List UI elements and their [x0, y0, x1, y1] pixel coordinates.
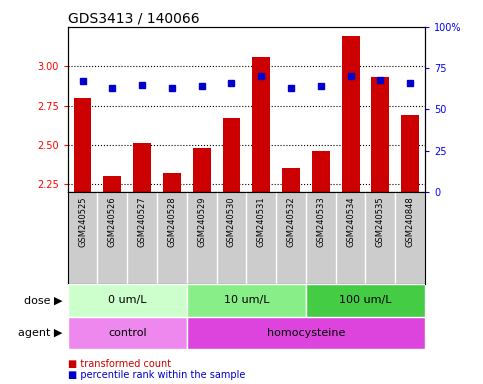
Bar: [187, 317, 425, 349]
Text: GSM240848: GSM240848: [406, 197, 414, 247]
Bar: [252, 57, 270, 192]
Text: GDS3413 / 140066: GDS3413 / 140066: [68, 12, 199, 26]
Text: GSM240528: GSM240528: [168, 197, 176, 247]
Text: GSM240529: GSM240529: [197, 197, 206, 247]
Bar: [73, 98, 91, 192]
Text: ■ percentile rank within the sample: ■ percentile rank within the sample: [68, 370, 245, 380]
Text: GSM240527: GSM240527: [138, 197, 146, 247]
Bar: [103, 176, 121, 192]
Text: agent ▶: agent ▶: [18, 328, 63, 338]
Bar: [68, 317, 187, 349]
Bar: [341, 36, 359, 192]
Bar: [282, 169, 300, 192]
Bar: [401, 115, 419, 192]
Text: ■ transformed count: ■ transformed count: [68, 359, 171, 369]
Bar: [312, 151, 330, 192]
Text: GSM240526: GSM240526: [108, 197, 117, 247]
Bar: [193, 148, 211, 192]
Bar: [187, 284, 306, 317]
Bar: [68, 284, 187, 317]
Bar: [306, 284, 425, 317]
Bar: [133, 143, 151, 192]
Text: GSM240531: GSM240531: [257, 197, 266, 247]
Text: GSM240533: GSM240533: [316, 197, 325, 247]
Text: GSM240535: GSM240535: [376, 197, 385, 247]
Text: GSM240525: GSM240525: [78, 197, 87, 247]
Text: GSM240534: GSM240534: [346, 197, 355, 247]
Text: homocysteine: homocysteine: [267, 328, 345, 338]
Text: GSM240530: GSM240530: [227, 197, 236, 247]
Text: control: control: [108, 328, 146, 338]
Text: 10 um/L: 10 um/L: [224, 295, 269, 306]
Bar: [371, 77, 389, 192]
Bar: [223, 118, 241, 192]
Text: 100 um/L: 100 um/L: [339, 295, 392, 306]
Text: dose ▶: dose ▶: [24, 295, 63, 306]
Text: GSM240532: GSM240532: [286, 197, 296, 247]
Text: 0 um/L: 0 um/L: [108, 295, 146, 306]
Bar: [163, 173, 181, 192]
